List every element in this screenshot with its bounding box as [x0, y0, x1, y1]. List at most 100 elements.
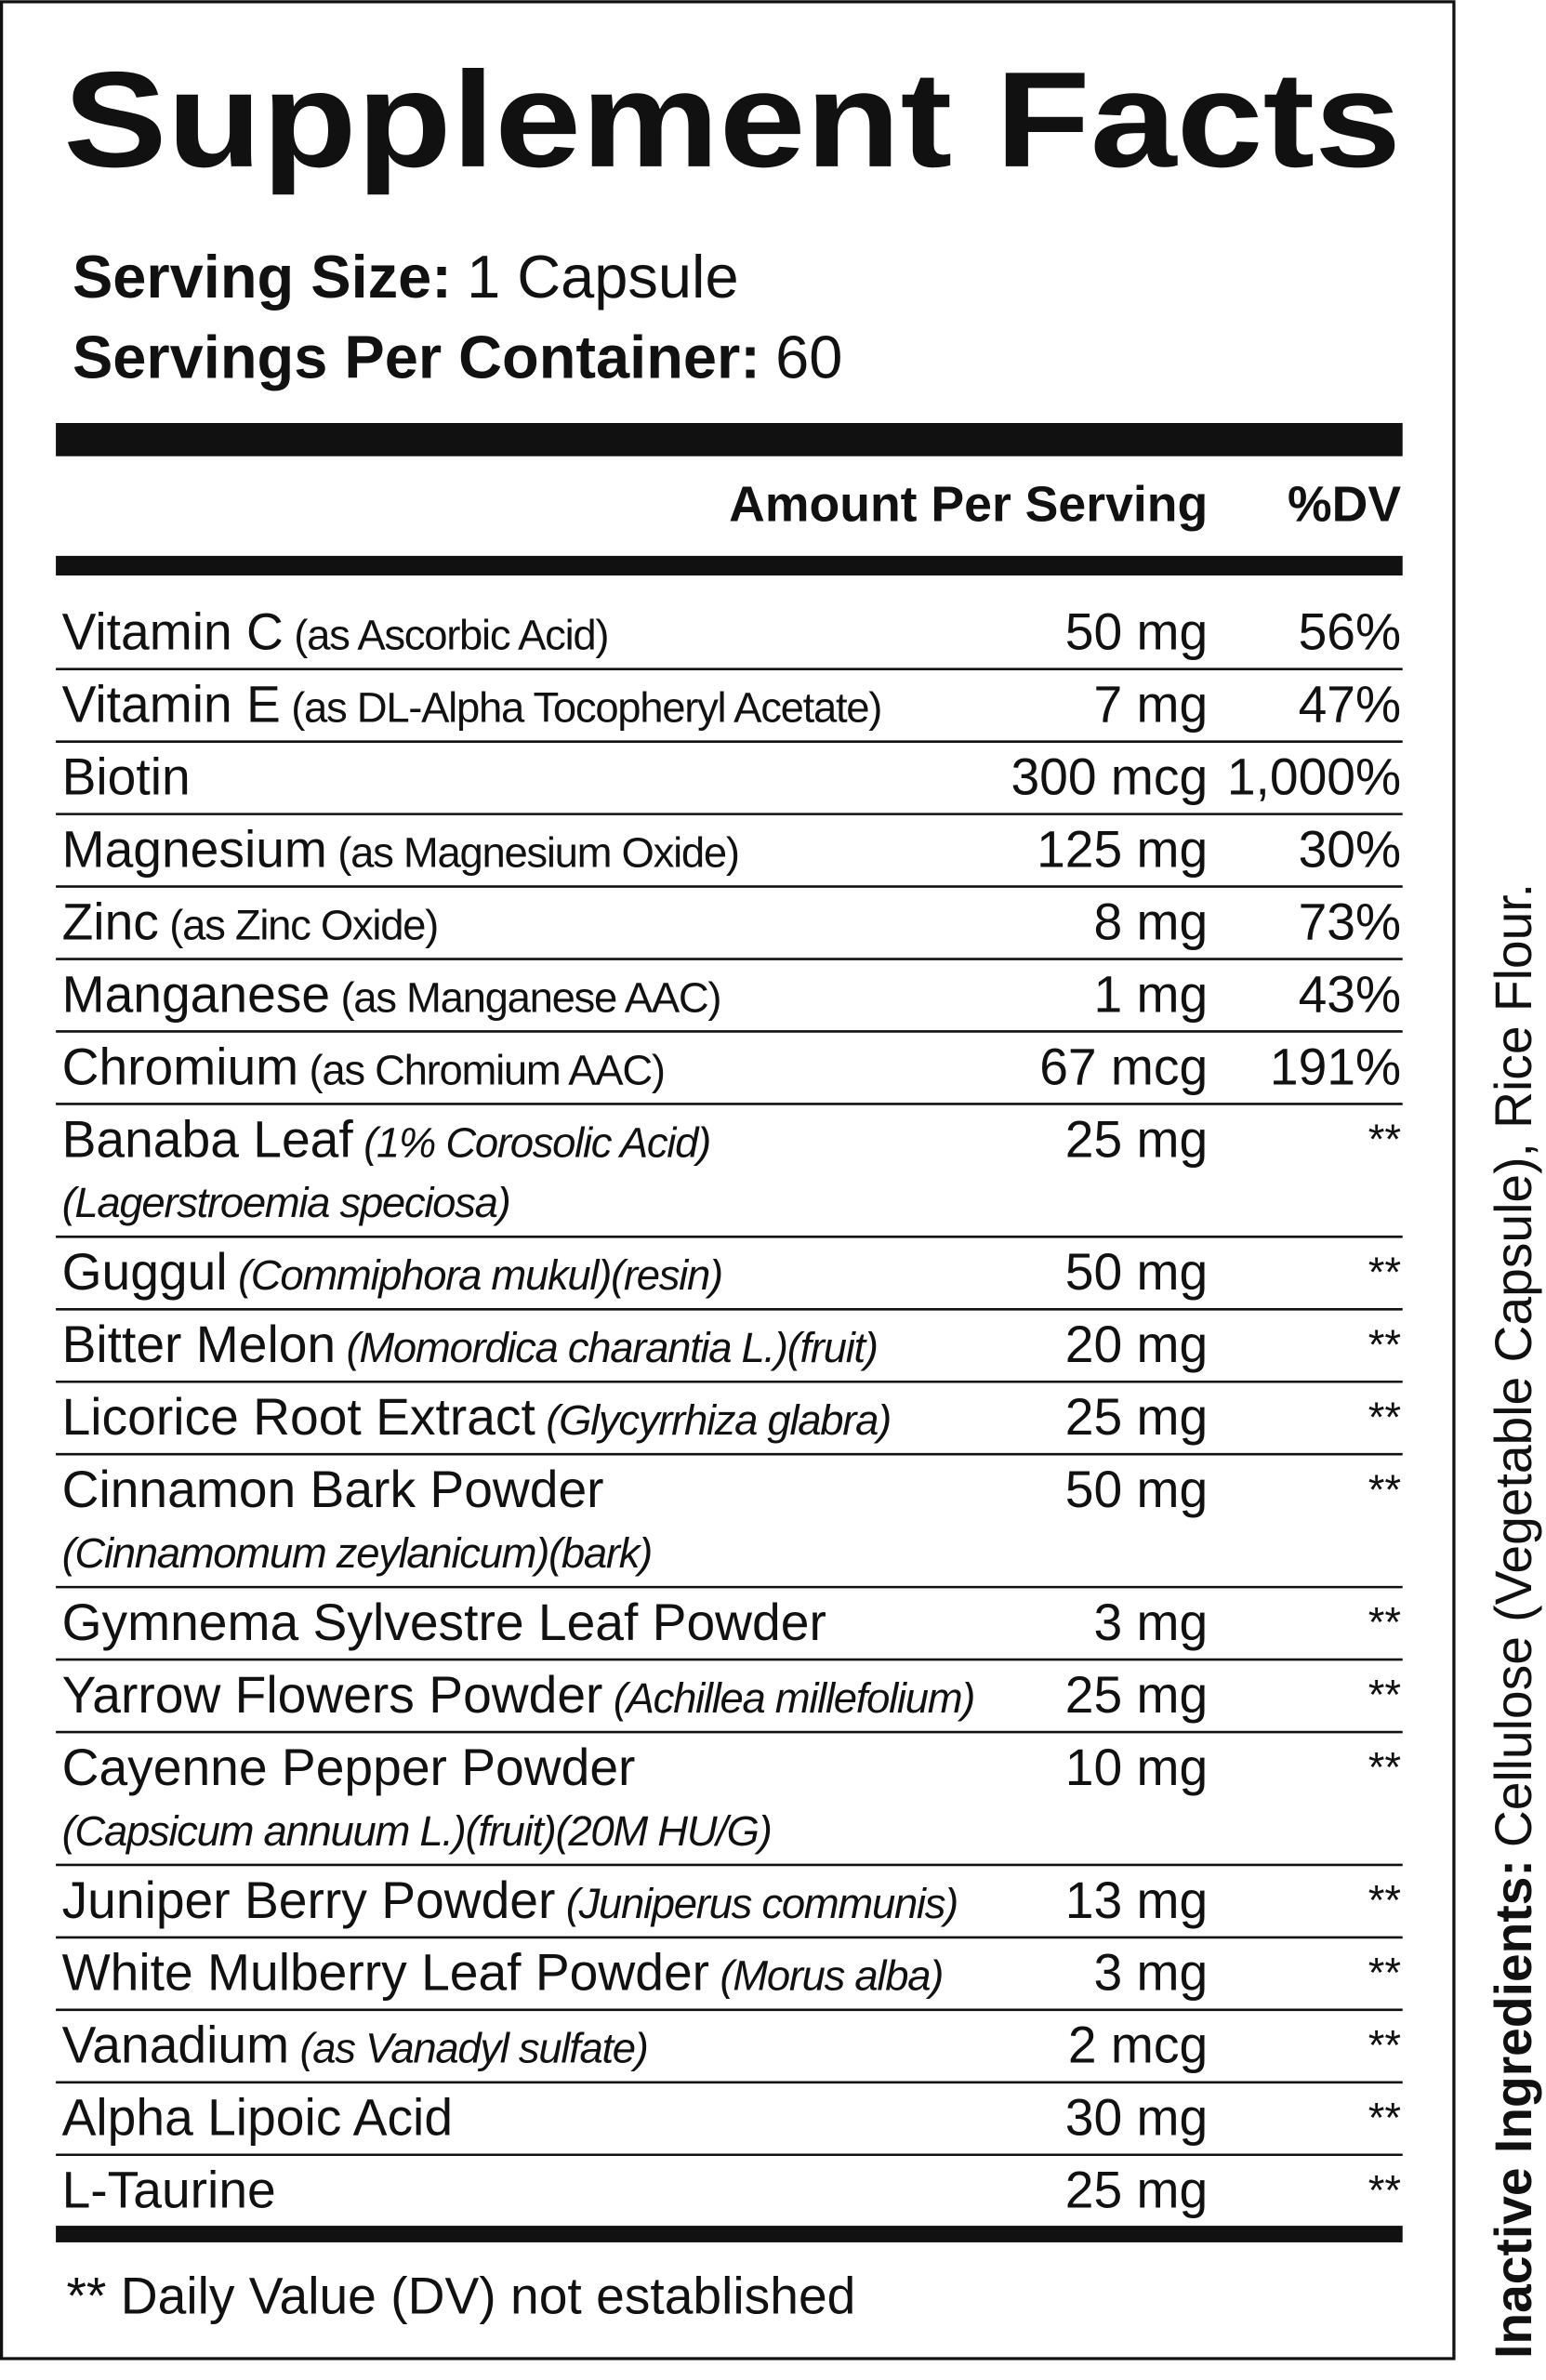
ingredient-name: Vitamin E: [62, 676, 281, 734]
amount: 50 mg: [1065, 1243, 1208, 1301]
ingredient: Chromium (as Chromium AAC): [62, 1038, 665, 1095]
ingredient: Cinnamon Bark Powder: [62, 1461, 604, 1518]
ingredient-name: Vitamin C: [62, 603, 284, 661]
label-border: [0, 0, 1456, 2360]
ingredient: Juniper Berry Powder (Juniperus communis): [62, 1871, 958, 1929]
daily-value: **: [1368, 1672, 1401, 1719]
daily-value: 191%: [1270, 1038, 1401, 1095]
amount: 25 mg: [1065, 1666, 1208, 1724]
amount: 50 mg: [1065, 1461, 1208, 1518]
ingredient: Gymnema Sylvestre Leaf Powder: [62, 1593, 826, 1651]
ingredient-name: Bitter Melon: [62, 1316, 337, 1373]
daily-value: **: [1368, 1877, 1401, 1924]
ingredient: Biotin: [62, 748, 191, 806]
rows: Vitamin C (as Ascorbic Acid) 50 mg 56% Vitam…: [56, 603, 1403, 2219]
ingredient-detail: (1% Corosolic Acid): [363, 1118, 710, 1166]
dv-header: %DV: [1288, 477, 1401, 533]
ingredient: Vitamin E (as DL-Alpha Tocopheryl Acetate…: [62, 676, 882, 734]
ingredient-name: Biotin: [62, 748, 191, 806]
ingredient: Manganese (as Manganese AAC): [62, 965, 721, 1023]
title: Supplement Facts: [63, 44, 1401, 195]
amount: 25 mg: [1065, 2162, 1208, 2219]
daily-value: **: [1368, 1744, 1401, 1792]
daily-value: **: [1368, 2094, 1401, 2141]
ingredient-name: Gymnema Sylvestre Leaf Powder: [62, 1593, 826, 1651]
ingredient-detail: (as Manganese AAC): [340, 973, 720, 1021]
amount: 25 mg: [1065, 1110, 1208, 1168]
inactive-label: Inactive Ingredients:: [1485, 1859, 1542, 2359]
ingredient-detail: (Morus alba): [720, 1952, 943, 2000]
amount: 50 mg: [1065, 603, 1208, 661]
daily-value: 43%: [1299, 965, 1402, 1023]
ingredient: Zinc (as Zinc Oxide): [62, 892, 438, 950]
daily-value: **: [1368, 1599, 1401, 1646]
ingredient-name: Chromium: [62, 1038, 299, 1095]
ingredient-name: Guggul: [62, 1243, 228, 1301]
ingredient-detail: (as Chromium AAC): [310, 1046, 665, 1093]
medium-rule: [56, 555, 1403, 576]
ingredient-name: Manganese: [62, 965, 331, 1023]
amount: 30 mg: [1065, 2089, 1208, 2147]
servings-value: 60: [775, 323, 842, 390]
amount: 13 mg: [1065, 1871, 1208, 1929]
daily-value: 47%: [1299, 676, 1402, 734]
ingredient-name: Licorice Root Extract: [62, 1388, 535, 1446]
ingredient-detail: (Commiphora mukul)(resin): [238, 1251, 722, 1299]
ingredient: Guggul (Commiphora mukul)(resin): [62, 1243, 722, 1301]
ingredient: L-Taurine: [62, 2162, 276, 2219]
amount: 3 mg: [1093, 1593, 1208, 1651]
daily-value: 30%: [1299, 820, 1402, 878]
daily-value: **: [1368, 1249, 1401, 1296]
daily-value: **: [1368, 1466, 1401, 1514]
ingredient-detail: (Achillea millefolium): [614, 1674, 974, 1722]
ingredient-detail: (Capsicum annuum L.)(fruit)(20M HU/G): [62, 1807, 772, 1855]
ingredient-detail: (Momordica charantia L.)(fruit): [347, 1324, 878, 1371]
ingredient-name: Banaba Leaf: [62, 1110, 354, 1168]
ingredient: Vanadium (as Vanadyl sulfate): [62, 2016, 648, 2074]
ingredient-name: Magnesium: [62, 820, 327, 878]
amount: 125 mg: [1037, 820, 1208, 878]
thick-rule: [56, 422, 1403, 456]
daily-value: 1,000%: [1227, 748, 1401, 806]
ingredient-detail: (Juniperus communis): [566, 1880, 958, 1927]
inactive-value: Cellulose (Vegetable Capsule), Rice Flou…: [1485, 883, 1542, 1847]
amount: 3 mg: [1093, 1944, 1208, 2002]
ingredient: White Mulberry Leaf Powder (Morus alba): [62, 1944, 943, 2002]
ingredient-detail: (as Vanadyl sulfate): [299, 2025, 647, 2072]
footnote: ** Daily Value (DV) not established: [66, 2267, 855, 2324]
daily-value: **: [1368, 2166, 1401, 2214]
ingredient-name: Juniper Berry Powder: [62, 1871, 556, 1929]
daily-value: 56%: [1299, 603, 1402, 661]
daily-value: **: [1368, 2021, 1401, 2069]
ingredient: Magnesium (as Magnesium Oxide): [62, 820, 739, 878]
ingredient: Licorice Root Extract (Glycyrrhiza glabra…: [62, 1388, 891, 1446]
amount: 300 mcg: [1011, 748, 1208, 806]
ingredient-name: White Mulberry Leaf Powder: [62, 1944, 709, 2002]
amount: 8 mg: [1093, 892, 1208, 950]
ingredient-detail: (Glycyrrhiza glabra): [546, 1396, 891, 1444]
ingredient: Vitamin C (as Ascorbic Acid): [62, 603, 609, 661]
ingredient-name: Alpha Lipoic Acid: [62, 2089, 453, 2147]
servings-label: Servings Per Container:: [73, 323, 760, 390]
ingredient-name: Cinnamon Bark Powder: [62, 1461, 604, 1518]
ingredient-detail: (Cinnamomum zeylanicum)(bark): [62, 1529, 652, 1577]
serving-size: Serving Size: 1 Capsule: [73, 243, 739, 311]
serving-size-value: 1 Capsule: [467, 243, 738, 311]
ingredient: Bitter Melon (Momordica charantia L.)(fru…: [62, 1316, 878, 1373]
servings-per-container: Servings Per Container: 60: [73, 323, 842, 390]
daily-value: 73%: [1299, 892, 1402, 950]
bottom-rule: [56, 2226, 1403, 2242]
ingredient: Yarrow Flowers Powder (Achillea millefoli…: [62, 1666, 975, 1724]
inactive-ingredients: Inactive Ingredients: Cellulose (Vegetabl…: [1485, 883, 1542, 2359]
amount: 25 mg: [1065, 1388, 1208, 1446]
ingredient: Cayenne Pepper Powder: [62, 1739, 636, 1796]
amount-header: Amount Per Serving: [729, 477, 1208, 533]
daily-value: **: [1368, 1321, 1401, 1368]
amount: 10 mg: [1065, 1739, 1208, 1796]
ingredient-name: Yarrow Flowers Powder: [62, 1666, 603, 1724]
amount: 1 mg: [1093, 965, 1208, 1023]
ingredient-detail: (as Magnesium Oxide): [337, 828, 738, 876]
amount: 67 mcg: [1039, 1038, 1208, 1095]
amount: 7 mg: [1093, 676, 1208, 734]
